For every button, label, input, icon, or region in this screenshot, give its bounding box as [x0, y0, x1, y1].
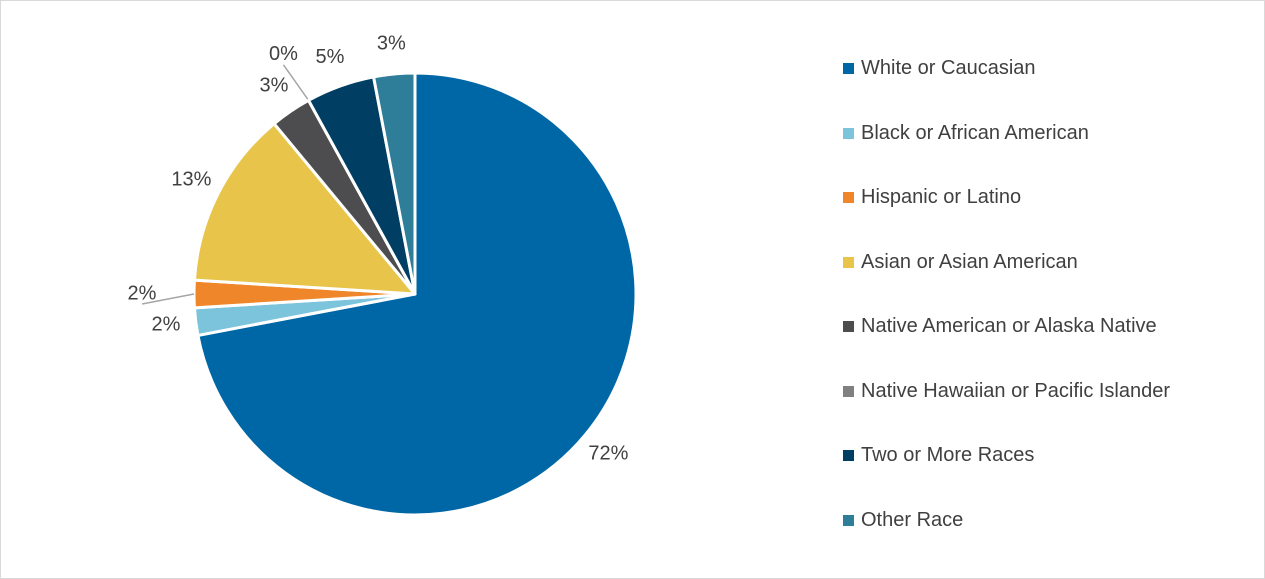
- legend-label: Native American or Alaska Native: [861, 315, 1157, 337]
- legend-swatch: [843, 514, 854, 526]
- legend-swatch: [843, 256, 854, 268]
- data-label: 3%: [259, 75, 288, 97]
- legend-label: White or Caucasian: [861, 57, 1036, 79]
- data-label: 3%: [377, 32, 406, 54]
- pie-slice: [192, 122, 417, 296]
- legend-label: Two or More Races: [861, 444, 1035, 466]
- leader-line: [282, 64, 310, 101]
- legend-swatch: [843, 385, 854, 397]
- legend-swatch: [843, 192, 854, 203]
- pie-area: 72% 2% 2% 13% 3% 0% 5% 3%: [128, 32, 638, 517]
- legend-swatch: [843, 450, 854, 461]
- legend-item: Two or More Races: [843, 442, 1203, 468]
- leader-line: [141, 293, 195, 305]
- legend-item: White or Caucasian: [843, 55, 1203, 81]
- data-label: 2%: [128, 282, 157, 304]
- legend-item: Black or African American: [843, 120, 1203, 146]
- data-label: 5%: [316, 46, 345, 68]
- legend-swatch: [843, 63, 854, 74]
- legend-label: Asian or Asian American: [861, 250, 1078, 273]
- legend-swatch: [843, 127, 854, 139]
- legend-label: Hispanic or Latino: [861, 186, 1022, 208]
- data-label: 72%: [588, 442, 628, 464]
- legend-item: Other Race: [843, 507, 1203, 533]
- pie-slice: [372, 71, 417, 296]
- legend-item: Native Hawaiian or Pacific Islander: [843, 378, 1203, 404]
- data-label: 0%: [269, 43, 298, 65]
- legend-item: Hispanic or Latino: [843, 184, 1203, 210]
- legend-item: Native American or Alaska Native: [843, 313, 1203, 339]
- legend-label: Black or African American: [861, 121, 1089, 144]
- legend-label: Other Race: [861, 508, 964, 531]
- data-label: 13%: [171, 168, 211, 190]
- legend-label: Native Hawaiian or Pacific Islander: [861, 379, 1171, 402]
- legend-item: Asian or Asian American: [843, 249, 1203, 275]
- legend-swatch: [843, 321, 854, 332]
- data-label: 2%: [152, 314, 181, 336]
- pie-slice: [196, 71, 638, 517]
